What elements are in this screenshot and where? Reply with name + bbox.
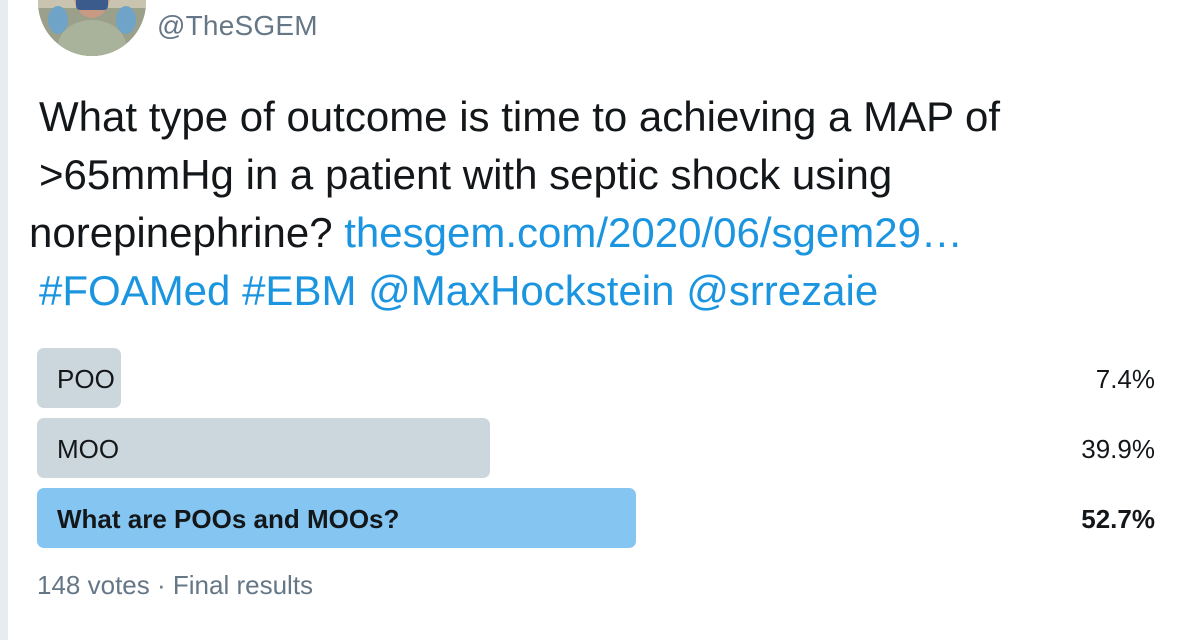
poll-status: Final results [172,570,314,600]
poll: POO 7.4% MOO 39.9% What are POOs and MOO… [37,348,1157,558]
poll-separator: · [156,570,166,600]
mention-srrezaie[interactable]: @srrezaie [686,267,879,314]
poll-option-label: MOO [57,434,120,464]
poll-option-percent: 39.9% [1081,434,1155,464]
avatar-photo-icon [38,0,146,56]
poll-bar [37,348,121,408]
poll-option: POO 7.4% [37,348,1157,408]
poll-option-percent: 7.4% [1095,364,1155,394]
tweet-text-line-2: >65mmHg in a patient with septic shock u… [39,151,893,198]
poll-vote-count: 148 votes [37,570,150,600]
timeline-border [0,0,8,640]
poll-option: MOO 39.9% [37,418,1157,478]
poll-bar-winner [37,488,636,548]
mention-maxhockstein[interactable]: @MaxHockstein [368,267,675,314]
tweet-text-line-3: norepinephrine? [29,209,333,256]
tweet-text: What type of outcome is time to achievin… [29,88,1179,320]
avatar[interactable] [38,0,146,56]
poll-option-label: POO [57,364,115,394]
hashtag-foamed[interactable]: #FOAMed [39,267,231,314]
poll-option-percent: 52.7% [1081,504,1155,534]
poll-bar [37,418,490,478]
hashtag-ebm[interactable]: #EBM [242,267,357,314]
tweet-link[interactable]: thesgem.com/2020/06/sgem29… [344,209,963,256]
poll-meta: 148 votes · Final results [37,570,313,601]
user-handle[interactable]: @TheSGEM [157,10,318,41]
poll-option: What are POOs and MOOs? 52.7% [37,488,1157,548]
poll-option-label: What are POOs and MOOs? [57,504,400,534]
tweet-text-line-1: What type of outcome is time to achievin… [39,93,1001,140]
